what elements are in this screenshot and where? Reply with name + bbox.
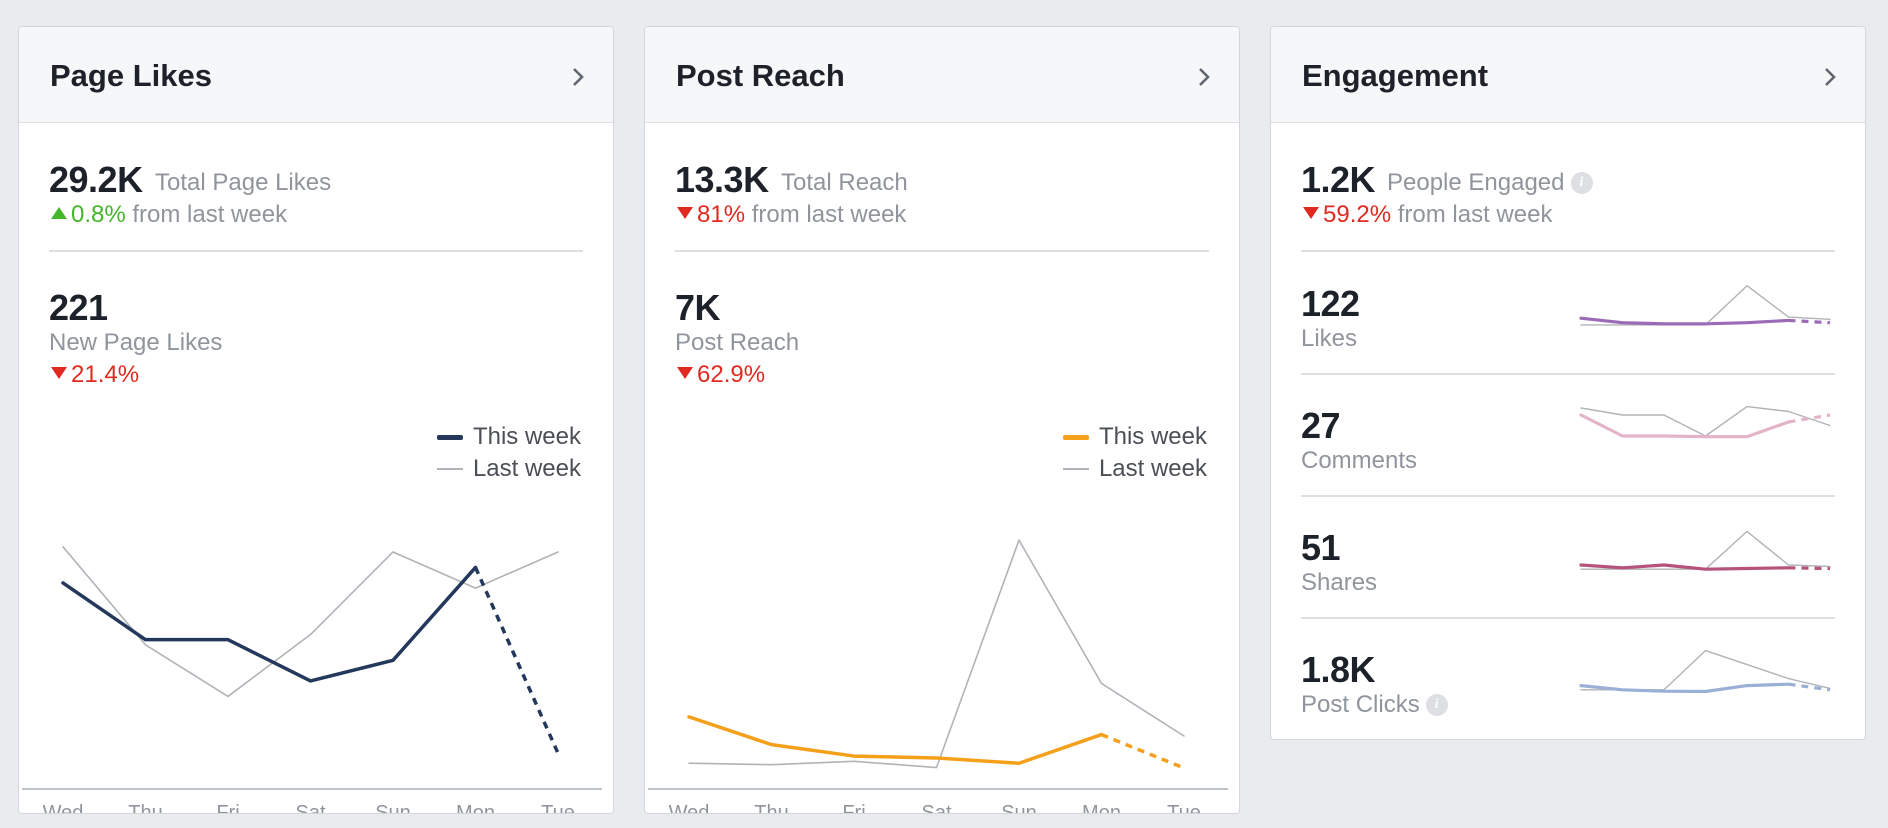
this-week-line [1579, 316, 1791, 326]
legend-this-week: This week [1062, 421, 1207, 453]
x-tick-label: Thu [128, 802, 162, 813]
legend-this-week: This week [436, 421, 581, 453]
divider [675, 250, 1209, 252]
engagement-card: Engagement 1.2K People Engaged i 59.2% fr… [1270, 26, 1866, 740]
post-clicks-label: Post Clicks i [1301, 691, 1448, 719]
this-week-line [687, 715, 1104, 765]
this-week-partial-segment [1788, 566, 1831, 571]
comments-value: 27 [1301, 405, 1341, 446]
x-tick-label: Fri [842, 802, 865, 813]
legend-last-week-swatch [436, 468, 463, 470]
x-tick-label: Tue [541, 802, 575, 813]
post-clicks-value: 1.8K [1301, 649, 1376, 690]
shares-sparkline [1579, 530, 1831, 571]
engagement-row-post-clicks[interactable]: 1.8K Post Clicks i [1301, 649, 1831, 739]
engagement-row-shares[interactable]: 51 Shares [1301, 527, 1831, 649]
x-tick-label: Fri [216, 802, 239, 813]
divider [1301, 373, 1835, 375]
people-engaged-value: 1.2K [1301, 159, 1376, 200]
this-week-line [61, 565, 478, 683]
this-week-line [1579, 563, 1791, 571]
chart-legend: This week Last week [436, 421, 581, 485]
last-week-line [1580, 285, 1831, 326]
down-arrow-icon [1303, 207, 1319, 219]
engagement-row-comments[interactable]: 27 Comments [1301, 405, 1831, 527]
last-week-line [1580, 530, 1831, 570]
page-likes-header[interactable]: Page Likes [19, 27, 613, 123]
x-tick-label: Thu [754, 802, 788, 813]
comments-sparkline [1579, 405, 1831, 439]
legend-last-week: Last week [436, 453, 581, 485]
new-page-likes-value: 221 [49, 287, 108, 328]
new-page-likes-change: 21.4% [51, 361, 139, 389]
x-tick-label: Sun [1001, 802, 1037, 813]
likes-label: Likes [1301, 325, 1358, 352]
info-icon[interactable]: i [1570, 172, 1593, 194]
this-week-partial-segment [1788, 318, 1831, 325]
divider [1301, 495, 1835, 497]
last-week-line [62, 545, 559, 698]
total-page-likes-label: Total Page Likes [155, 169, 332, 196]
divider [1301, 617, 1835, 619]
x-tick-label: Sat [295, 802, 325, 813]
likes-value: 122 [1301, 283, 1360, 324]
chevron-right-icon[interactable] [1823, 67, 1837, 87]
down-arrow-icon [51, 367, 67, 379]
chart-legend: This week Last week [1062, 421, 1207, 485]
x-tick-label: Tue [1167, 802, 1201, 813]
shares-value: 51 [1301, 527, 1341, 568]
engagement-header[interactable]: Engagement [1271, 27, 1865, 123]
new-page-likes-label: New Page Likes [49, 329, 223, 356]
this-week-partial-segment [473, 566, 560, 754]
people-engaged-change: 59.2% from last week [1303, 201, 1552, 229]
this-week-partial-segment [1788, 682, 1831, 692]
legend-last-week-swatch [1062, 468, 1089, 470]
page-likes-chart: Wed Thu Fri Sat Sun Mon Tue [22, 545, 602, 813]
last-week-line [688, 539, 1185, 769]
divider [1301, 250, 1835, 252]
x-tick-label: Sun [375, 802, 411, 813]
x-tick-label: Sat [921, 802, 951, 813]
this-week-partial-segment [1100, 732, 1185, 770]
total-reach-change: 81% from last week [677, 201, 906, 229]
x-tick-label: Wed [669, 802, 710, 813]
total-reach-value: 13.3K [675, 159, 769, 200]
card-title: Engagement [1302, 58, 1489, 93]
x-tick-label: Wed [43, 802, 84, 813]
info-icon[interactable]: i [1425, 694, 1448, 716]
down-arrow-icon [677, 207, 693, 219]
this-week-line [1579, 413, 1791, 439]
down-arrow-icon [677, 367, 693, 379]
people-engaged-label: People Engaged i [1387, 169, 1593, 197]
post-reach-value: 7K [675, 287, 721, 328]
post-clicks-sparkline [1579, 649, 1831, 694]
likes-sparkline [1579, 285, 1831, 326]
comments-label: Comments [1301, 447, 1418, 474]
page-likes-card: Page Likes 29.2K Total Page Likes 0.8% f… [18, 26, 614, 814]
x-tick-label: Mon [1082, 802, 1121, 813]
this-week-line [1579, 682, 1791, 694]
x-tick-label: Mon [456, 802, 495, 813]
engagement-row-likes[interactable]: 122 Likes [1301, 283, 1831, 405]
total-reach-label: Total Reach [781, 169, 908, 196]
post-reach-change: 62.9% [677, 361, 765, 389]
total-page-likes-change: 0.8% from last week [51, 201, 287, 229]
divider [49, 250, 583, 252]
post-reach-header[interactable]: Post Reach [645, 27, 1239, 123]
up-arrow-icon [51, 207, 67, 219]
chevron-right-icon[interactable] [571, 67, 585, 87]
post-reach-chart: Wed Thu Fri Sat Sun Mon Tue [648, 539, 1228, 813]
shares-label: Shares [1301, 569, 1378, 596]
post-reach-label: Post Reach [675, 329, 800, 356]
legend-this-week-swatch [436, 434, 463, 440]
card-title: Post Reach [676, 58, 845, 93]
legend-last-week: Last week [1062, 453, 1207, 485]
card-title: Page Likes [50, 58, 212, 93]
total-page-likes-value: 29.2K [49, 159, 143, 200]
post-reach-card: Post Reach 13.3K Total Reach 81% from la… [644, 26, 1240, 814]
legend-this-week-swatch [1062, 434, 1089, 440]
chevron-right-icon[interactable] [1197, 67, 1211, 87]
